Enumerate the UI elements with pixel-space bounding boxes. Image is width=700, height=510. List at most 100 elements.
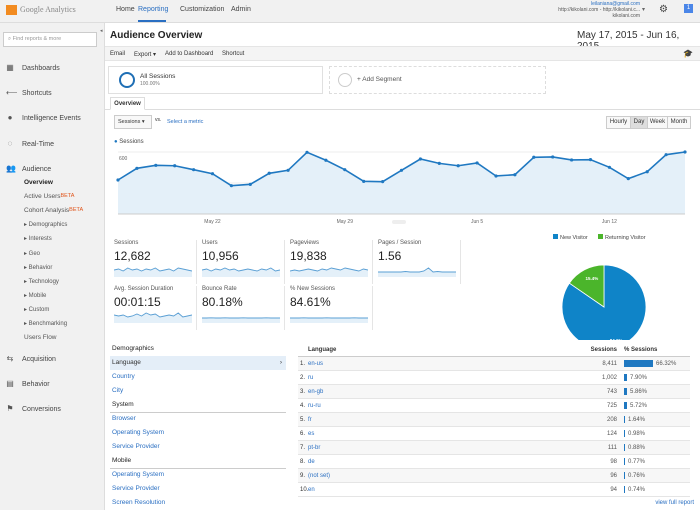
- metric-pageviews[interactable]: Pageviews 19,838: [286, 240, 373, 284]
- data-point[interactable]: [154, 163, 158, 167]
- dimension-link[interactable]: Service Provider: [112, 443, 160, 450]
- sidebar-item-audience[interactable]: 👥 Audience: [6, 164, 52, 173]
- column-header[interactable]: Sessions: [590, 347, 617, 353]
- language-link[interactable]: ru-ru: [308, 403, 321, 409]
- sidebar-subitem[interactable]: Overview: [24, 179, 53, 186]
- data-point[interactable]: [626, 177, 630, 181]
- search-input[interactable]: ⌕ Find reports & more: [3, 32, 97, 47]
- sidebar-subitem[interactable]: ▸ Mobile: [24, 292, 47, 299]
- export-button[interactable]: Export ▾: [134, 52, 157, 58]
- dimension-link[interactable]: Service Provider: [112, 485, 160, 492]
- dimension-link[interactable]: Language ›: [110, 356, 286, 370]
- dimension-link[interactable]: City: [112, 387, 124, 394]
- granularity-day[interactable]: Day: [630, 116, 648, 129]
- nav-reporting[interactable]: Reporting: [138, 6, 169, 13]
- sidebar-subitem[interactable]: Active UsersBETA: [24, 193, 75, 201]
- language-link[interactable]: pt-br: [308, 445, 321, 451]
- segment-all-sessions[interactable]: All Sessions 100.00%: [108, 66, 323, 94]
- metric-users[interactable]: Users 10,956: [198, 240, 285, 284]
- nav-home[interactable]: Home: [116, 6, 135, 13]
- data-point[interactable]: [229, 184, 233, 188]
- view-full-report-link[interactable]: view full report: [655, 500, 694, 506]
- sidebar-item-conversions[interactable]: ⚑ Conversions: [6, 404, 61, 413]
- data-point[interactable]: [513, 173, 517, 177]
- language-link[interactable]: ru: [308, 375, 314, 381]
- sidebar-subitem[interactable]: ▸ Geo: [24, 250, 41, 257]
- sidebar-item-acquisition[interactable]: ⇆ Acquisition: [6, 354, 56, 363]
- add-segment-button[interactable]: + Add Segment: [329, 66, 546, 94]
- sidebar-subitem[interactable]: ▸ Technology: [24, 278, 59, 285]
- data-point[interactable]: [664, 153, 668, 157]
- data-point[interactable]: [324, 158, 328, 162]
- data-point[interactable]: [418, 157, 422, 161]
- metric-sessions[interactable]: Sessions 12,682: [110, 240, 197, 284]
- dimension-link[interactable]: Country: [112, 373, 135, 380]
- data-point[interactable]: [683, 150, 687, 154]
- language-link[interactable]: fr: [308, 417, 312, 423]
- language-link[interactable]: en-gb: [308, 389, 324, 395]
- education-cap-icon[interactable]: 🎓: [683, 49, 693, 58]
- notification-badge[interactable]: 1: [684, 4, 693, 13]
- data-point[interactable]: [399, 168, 404, 172]
- pie-slice[interactable]: [568, 264, 605, 308]
- sidebar-item-dashboards[interactable]: ▦ Dashboards: [6, 63, 60, 72]
- metric-select[interactable]: Sessions ▾: [114, 115, 152, 129]
- data-point[interactable]: [116, 178, 120, 182]
- data-point[interactable]: [588, 158, 593, 162]
- pie-slice[interactable]: [561, 264, 647, 340]
- tab-overview[interactable]: Overview: [110, 97, 145, 110]
- chevron-down-icon[interactable]: ▾: [642, 7, 646, 13]
- email-button[interactable]: Email: [110, 51, 126, 57]
- language-link[interactable]: es: [308, 431, 315, 437]
- metric-pages-session[interactable]: Pages / Session 1.56: [374, 240, 461, 284]
- chart-resize-handle[interactable]: [392, 220, 406, 224]
- dimension-link[interactable]: Operating System: [112, 429, 165, 436]
- add-to-dashboard-button[interactable]: Add to Dashboard: [165, 51, 214, 57]
- sidebar-subitem[interactable]: ▸ Behavior: [24, 264, 53, 271]
- data-point[interactable]: [475, 161, 479, 165]
- sidebar-item-behavior[interactable]: ▤ Behavior: [6, 379, 50, 388]
- language-link[interactable]: de: [308, 459, 315, 465]
- nav-admin[interactable]: Admin: [231, 6, 251, 13]
- data-point[interactable]: [437, 161, 441, 165]
- data-point[interactable]: [362, 179, 366, 183]
- sidebar-subitem[interactable]: Users Flow: [24, 334, 57, 342]
- data-point[interactable]: [173, 164, 177, 168]
- data-point[interactable]: [456, 164, 460, 168]
- account-selector[interactable]: leilaniana@gmail.com http://kikolani.com…: [558, 1, 640, 19]
- data-point[interactable]: [343, 168, 347, 172]
- data-point[interactable]: [267, 171, 271, 175]
- metric-avg-session-duration[interactable]: Avg. Session Duration 00:01:15: [110, 286, 197, 330]
- dimension-link[interactable]: Screen Resolution: [112, 499, 166, 506]
- data-point[interactable]: [192, 168, 196, 172]
- data-point[interactable]: [210, 172, 215, 176]
- sidebar-subitem[interactable]: ▸ Benchmarking: [24, 321, 68, 327]
- data-point[interactable]: [286, 168, 290, 172]
- data-point[interactable]: [305, 150, 309, 154]
- metric--new-sessions[interactable]: % New Sessions 84.61%: [286, 286, 373, 330]
- sidebar-item-intelligence-events[interactable]: ● Intelligence Events: [7, 113, 81, 122]
- data-point[interactable]: [570, 158, 574, 162]
- data-point[interactable]: [494, 174, 498, 178]
- collapse-sidebar-button[interactable]: ◂: [100, 28, 103, 34]
- sidebar-subitem[interactable]: ▸ Demographics: [24, 222, 68, 229]
- dimension-link[interactable]: Browser: [112, 415, 136, 422]
- data-point[interactable]: [551, 155, 555, 159]
- granularity-week[interactable]: Week: [647, 116, 668, 129]
- sidebar-subitem[interactable]: Cohort AnalysisBETA: [24, 207, 84, 215]
- shortcut-button[interactable]: Shortcut: [222, 51, 245, 57]
- data-point[interactable]: [248, 182, 252, 186]
- data-point[interactable]: [532, 155, 536, 159]
- language-link[interactable]: en-us: [308, 361, 324, 367]
- granularity-month[interactable]: Month: [667, 116, 691, 129]
- sidebar-item-shortcuts[interactable]: ⟵ Shortcuts: [6, 88, 52, 97]
- data-point[interactable]: [381, 180, 385, 184]
- data-point[interactable]: [135, 166, 139, 170]
- nav-customization[interactable]: Customization: [180, 6, 225, 13]
- dimension-link[interactable]: Operating System: [112, 471, 165, 478]
- sidebar-item-real-time[interactable]: ◌ Real-Time: [7, 139, 55, 148]
- select-metric-link[interactable]: Select a metric: [167, 119, 204, 125]
- language-link[interactable]: en: [308, 487, 315, 493]
- metric-bounce-rate[interactable]: Bounce Rate 80.18%: [198, 286, 285, 330]
- language-link[interactable]: (not set): [308, 473, 331, 479]
